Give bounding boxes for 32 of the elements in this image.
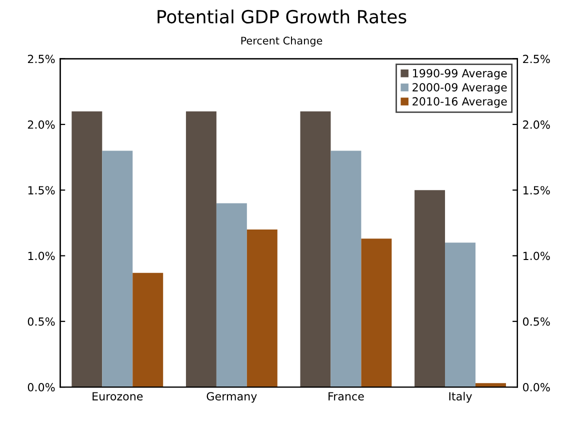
y-tick-label: 0.0% bbox=[28, 383, 55, 392]
y-tick-label: 2.5% bbox=[28, 54, 55, 64]
y2-tick-label: 2.5% bbox=[523, 54, 550, 64]
bar bbox=[300, 111, 331, 388]
legend-label: 2010-16 Average bbox=[412, 97, 507, 108]
chart-title: Potential GDP Growth Rates bbox=[158, 10, 406, 24]
bar bbox=[445, 242, 476, 388]
bar bbox=[72, 111, 102, 388]
bar bbox=[216, 203, 247, 388]
legend-label: 1990-99 Average bbox=[413, 68, 507, 80]
bar bbox=[186, 111, 216, 388]
bar bbox=[102, 150, 133, 388]
bar bbox=[132, 272, 164, 388]
y-tick-label: 1.0% bbox=[28, 252, 55, 260]
x-tick-label: Eurozone bbox=[92, 392, 143, 401]
chart-subtitle: Percent Change bbox=[241, 36, 322, 47]
x-tick-label: France bbox=[328, 392, 364, 401]
y-tick-label: 2.0% bbox=[28, 120, 55, 129]
bar bbox=[414, 190, 446, 388]
x-tick-label: Italy bbox=[449, 392, 472, 403]
y-tick-label: 1.5% bbox=[28, 186, 55, 194]
x-tick-label: Germany bbox=[206, 392, 257, 403]
y2-tick-label: 2.0% bbox=[523, 120, 550, 129]
y2-tick-label: 0.0% bbox=[522, 383, 550, 392]
y-tick-label: 0.5% bbox=[28, 317, 55, 326]
bar bbox=[361, 238, 392, 388]
y2-tick-label: 0.5% bbox=[522, 317, 550, 326]
bar bbox=[330, 150, 362, 388]
y2-tick-label: 1.0% bbox=[523, 252, 550, 260]
bar bbox=[246, 229, 278, 388]
y2-tick-label: 1.5% bbox=[523, 186, 550, 194]
legend-label: 2000-09 Average bbox=[412, 83, 507, 94]
